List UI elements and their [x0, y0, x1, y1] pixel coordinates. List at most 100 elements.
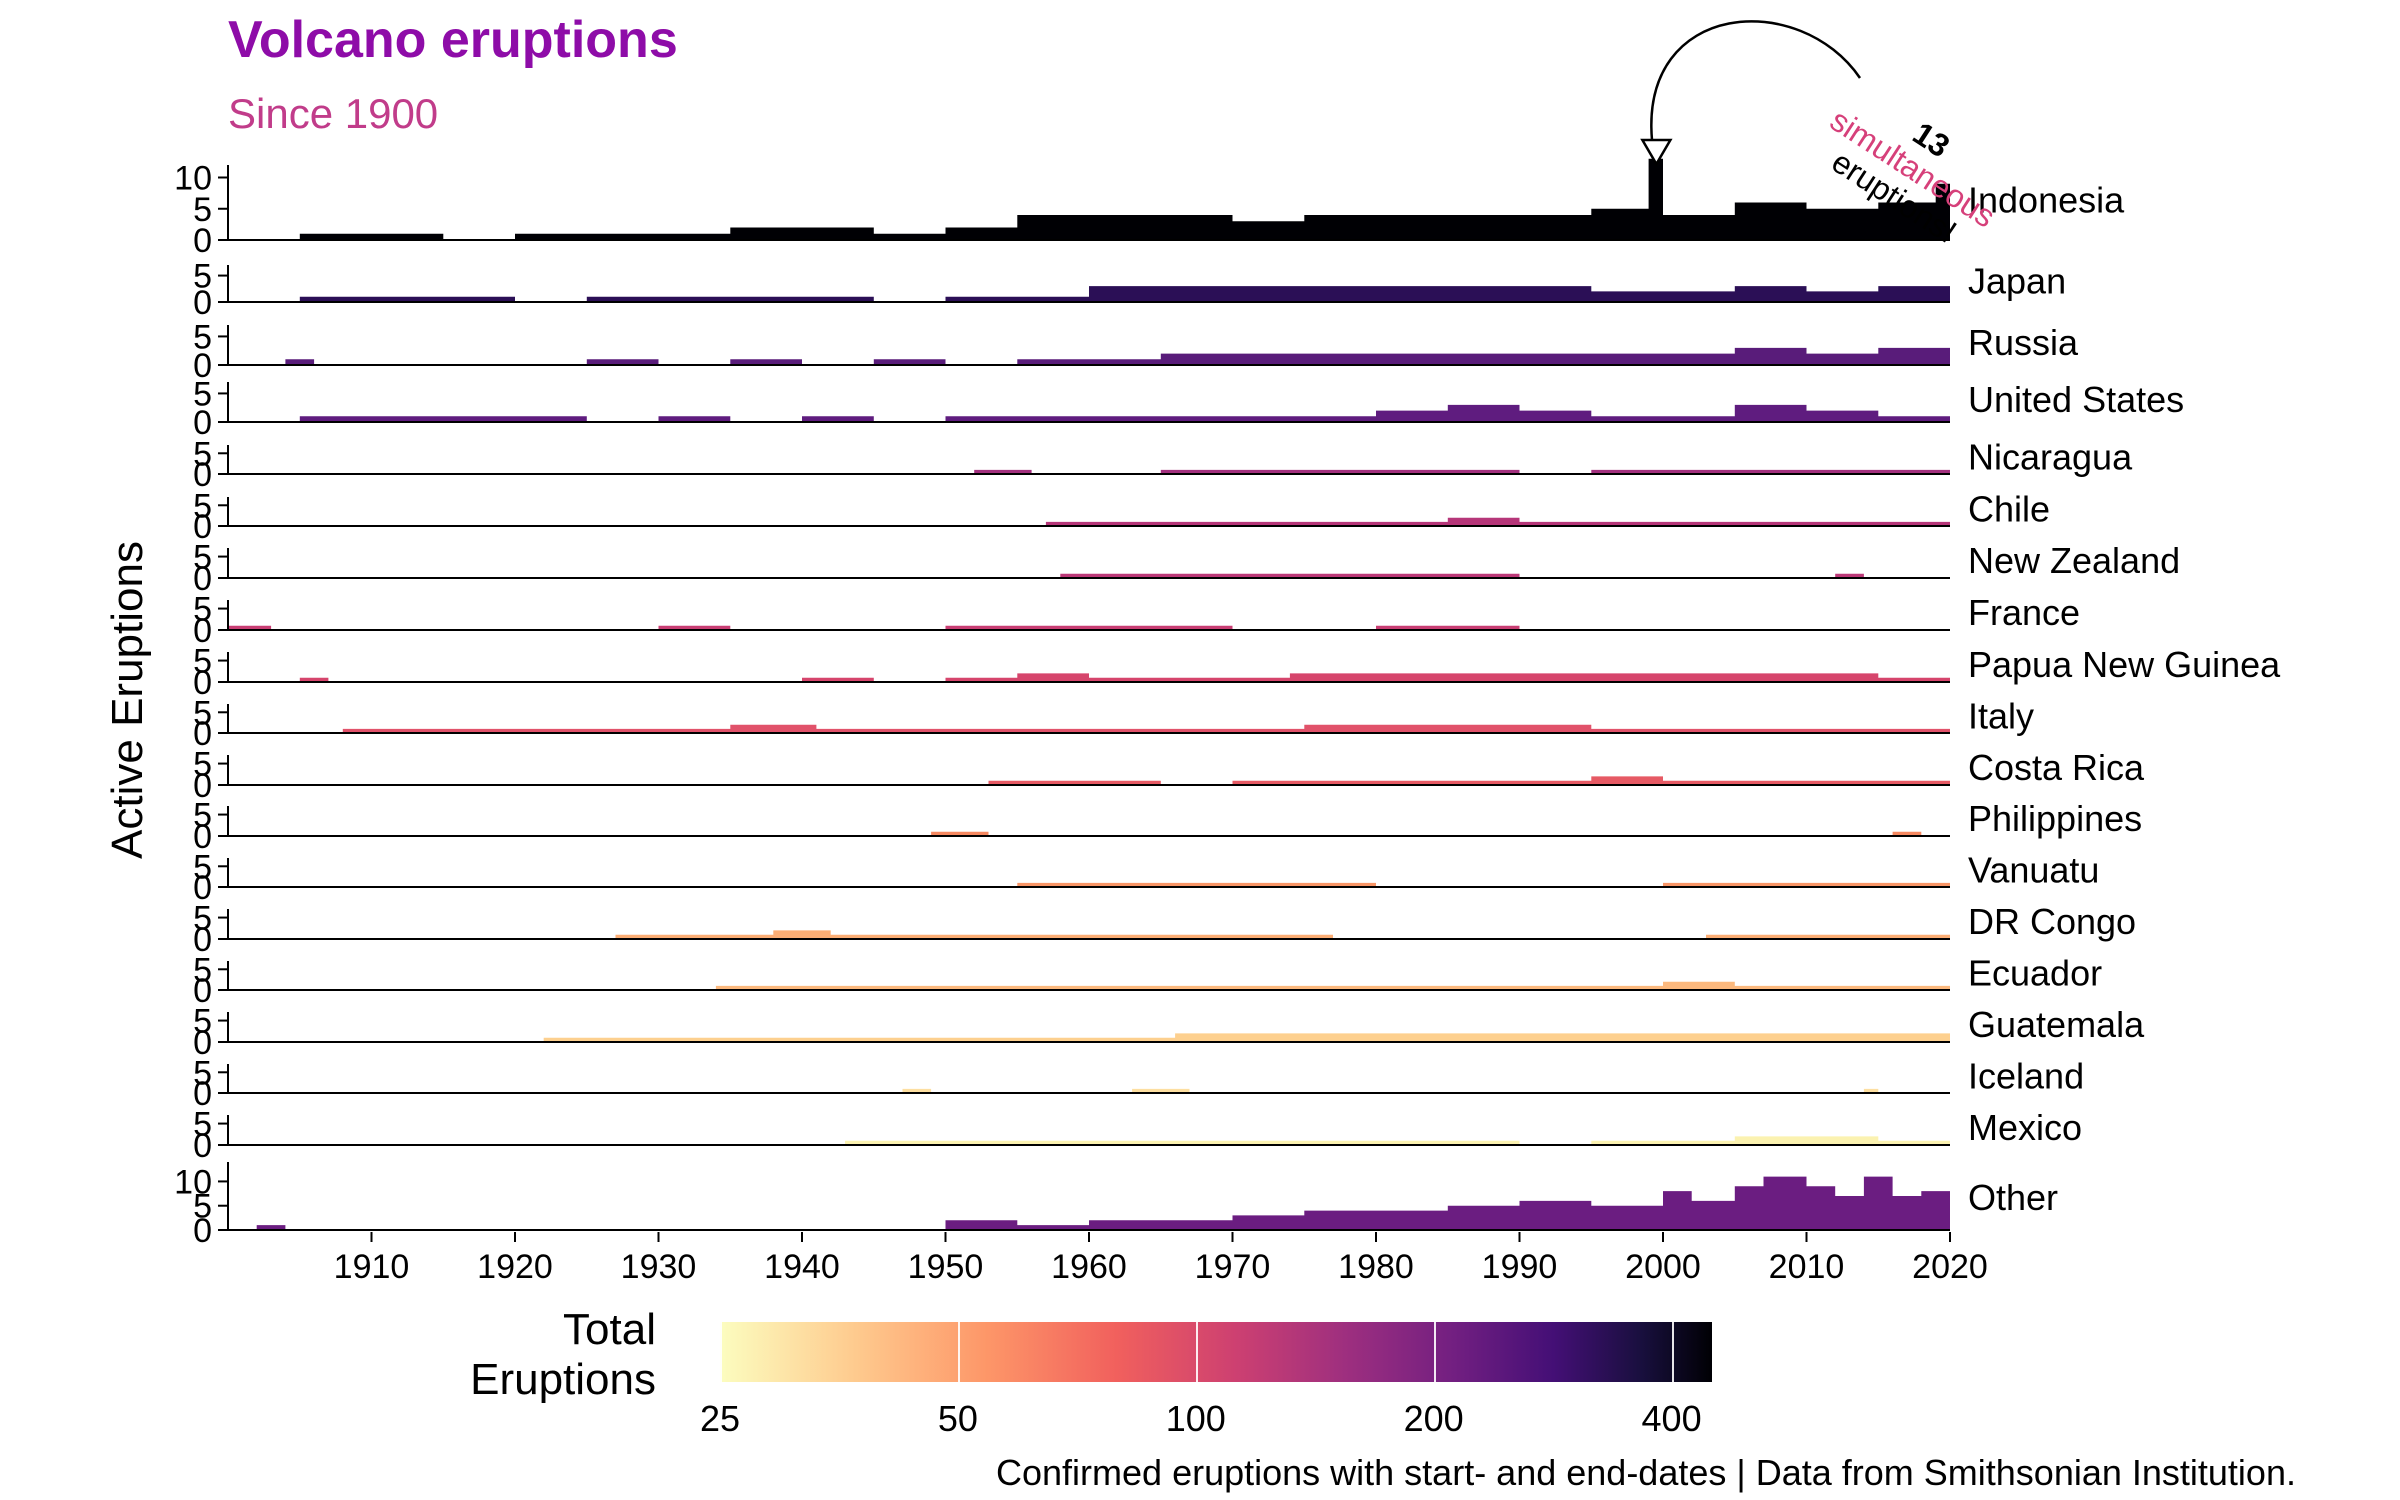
y-tick-label: 5 — [193, 797, 212, 835]
y-tick-label: 0 — [193, 921, 212, 959]
series-label: Other — [1968, 1177, 2058, 1218]
y-tick-label: 0 — [193, 222, 212, 260]
color-scale-bar — [720, 1322, 1712, 1382]
series-label: Costa Rica — [1968, 747, 2145, 788]
y-tick-label: 5 — [193, 1188, 212, 1226]
y-tick-label: 0 — [193, 456, 212, 494]
series-label: France — [1968, 592, 2080, 633]
x-tick-label: 1970 — [1195, 1248, 1271, 1286]
series-area-japan — [228, 280, 1950, 302]
color-scale-tick — [957, 1322, 960, 1382]
y-tick-label: 0 — [193, 664, 212, 702]
annotation-arrow — [1650, 20, 1862, 141]
series-label: Russia — [1968, 322, 2079, 363]
color-scale-tick-label: 25 — [699, 1398, 741, 1439]
chart-subtitle: Since 1900 — [228, 90, 439, 137]
y-tick-label: 5 — [193, 694, 212, 732]
color-scale-tick — [720, 1322, 722, 1382]
y-tick-label: 5 — [193, 435, 212, 473]
annotation-arrowhead — [1640, 138, 1673, 167]
y-tick-label: 5 — [193, 900, 212, 938]
y-tick-label: 0 — [193, 715, 212, 753]
color-scale-tick — [1433, 1322, 1436, 1382]
x-tick-label: 1910 — [334, 1248, 410, 1286]
series-label: Indonesia — [1968, 180, 2125, 221]
y-tick-label: 0 — [193, 1212, 212, 1250]
y-tick-label: 0 — [193, 818, 212, 856]
series-area-dr-congo — [228, 930, 1950, 939]
series-label: Papua New Guinea — [1968, 644, 2281, 685]
x-tick-label: 2020 — [1912, 1248, 1988, 1286]
series-label: Vanuatu — [1968, 850, 2099, 891]
legend-title-line-2: Eruptions — [470, 1355, 656, 1404]
y-tick-label: 0 — [193, 1075, 212, 1113]
color-scale-tick-label: 200 — [1403, 1398, 1464, 1439]
y-tick-label: 5 — [193, 746, 212, 784]
y-tick-label: 10 — [174, 160, 212, 198]
series-label: Mexico — [1968, 1107, 2082, 1148]
y-tick-label: 0 — [193, 404, 212, 442]
color-scale-tick — [1195, 1322, 1198, 1382]
color-scale-tick-label: 50 — [937, 1398, 978, 1439]
x-tick-label: 1990 — [1482, 1248, 1558, 1286]
y-tick-label: 5 — [193, 258, 212, 296]
x-tick-label: 1920 — [477, 1248, 553, 1286]
y-tick-label: 0 — [193, 284, 212, 322]
y-axis-label: Active Eruptions — [103, 541, 152, 859]
y-tick-label: 10 — [174, 1163, 212, 1201]
series-label: Japan — [1968, 261, 2066, 302]
series-area-nicaragua — [228, 469, 1950, 474]
color-scale-tick-label: 400 — [1641, 1398, 1702, 1439]
series-label: Italy — [1968, 696, 2034, 737]
series-area-italy — [228, 724, 1950, 733]
x-tick-label: 1950 — [908, 1248, 984, 1286]
y-tick-label: 5 — [193, 643, 212, 681]
y-tick-label: 0 — [193, 508, 212, 546]
series-label: Ecuador — [1968, 953, 2102, 994]
series-area-mexico — [228, 1136, 1950, 1145]
series-label: Philippines — [1968, 798, 2142, 839]
y-tick-label: 5 — [193, 191, 212, 229]
y-tick-label: 5 — [193, 375, 212, 413]
y-tick-label: 0 — [193, 612, 212, 650]
series-area-papua-new-guinea — [228, 673, 1950, 682]
series-area-united-states — [228, 404, 1950, 422]
series-area-new-zealand — [228, 573, 1950, 578]
series-label: DR Congo — [1968, 901, 2136, 942]
y-tick-label: 0 — [193, 1024, 212, 1062]
legend-title-line-1: Total — [563, 1305, 656, 1354]
color-scale-tick — [1671, 1322, 1674, 1382]
series-area-guatemala — [228, 1033, 1950, 1042]
series-area-chile — [228, 517, 1950, 526]
y-tick-label: 5 — [193, 848, 212, 886]
x-tick-label: 1980 — [1338, 1248, 1414, 1286]
y-tick-label: 0 — [193, 972, 212, 1010]
y-tick-label: 5 — [193, 1054, 212, 1092]
series-area-costa-rica — [228, 776, 1950, 785]
y-tick-label: 5 — [193, 318, 212, 356]
x-tick-label: 1960 — [1051, 1248, 1127, 1286]
x-tick-label: 1930 — [621, 1248, 697, 1286]
y-tick-label: 5 — [193, 951, 212, 989]
series-area-indonesia — [228, 158, 1950, 240]
series-label: United States — [1968, 379, 2184, 420]
series-label: Chile — [1968, 489, 2050, 530]
y-tick-label: 0 — [193, 560, 212, 598]
y-tick-label: 5 — [193, 591, 212, 629]
y-tick-label: 5 — [193, 1003, 212, 1041]
series-label: Nicaragua — [1968, 437, 2133, 478]
y-tick-label: 0 — [193, 767, 212, 805]
series-area-vanuatu — [228, 882, 1950, 887]
x-tick-label: 1940 — [764, 1248, 840, 1286]
series-area-other — [228, 1176, 1950, 1230]
series-label: Iceland — [1968, 1056, 2084, 1097]
series-area-france — [228, 625, 1950, 630]
series-label: Guatemala — [1968, 1004, 2145, 1045]
y-tick-label: 5 — [193, 1106, 212, 1144]
x-tick-label: 2010 — [1769, 1248, 1845, 1286]
y-tick-label: 5 — [193, 487, 212, 525]
source-caption: Confirmed eruptions with start- and end-… — [996, 1452, 2296, 1493]
series-area-ecuador — [228, 981, 1950, 990]
legend-title: Total Eruptions — [400, 1305, 656, 1405]
